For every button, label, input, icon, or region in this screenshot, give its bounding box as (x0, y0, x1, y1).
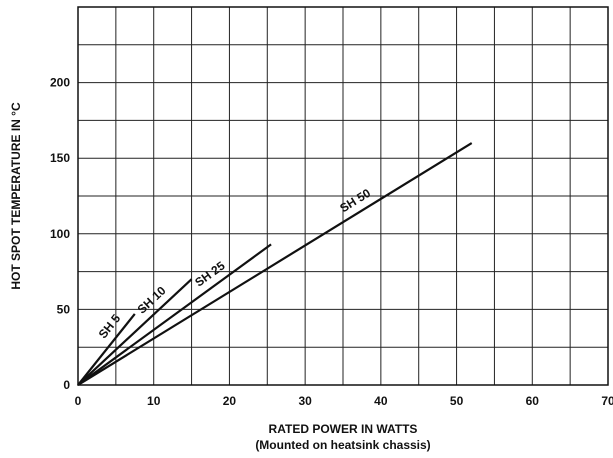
plot-frame (77, 6, 609, 386)
x-tick-label: 0 (75, 394, 82, 408)
series-line (77, 278, 193, 386)
x-axis-sublabel: (Mounted on heatsink chassis) (255, 438, 430, 452)
y-tick-label: 0 (63, 378, 70, 392)
x-tick-label: 30 (298, 394, 312, 408)
series-line (77, 313, 136, 386)
x-tick-label: 20 (223, 394, 237, 408)
series-label: SH 5 (96, 311, 124, 341)
y-tick-label: 100 (50, 227, 70, 241)
y-axis-label: HOT SPOT TEMPERATURE IN °C (9, 102, 23, 290)
x-tick-label: 60 (526, 394, 540, 408)
y-tick-label: 50 (57, 302, 71, 316)
y-tick-label: 200 (50, 76, 70, 90)
series-label: SH 10 (135, 283, 169, 316)
tick-labels: 0 10 20 30 40 50 60 70 0 50 100 150 200 (50, 76, 613, 408)
x-tick-label: 70 (601, 394, 613, 408)
x-axis-label: RATED POWER IN WATTS (269, 422, 418, 436)
series-label: SH 25 (192, 258, 227, 289)
series-line (77, 243, 272, 386)
series-line (77, 142, 473, 386)
x-tick-label: 50 (450, 394, 464, 408)
series-lines (77, 142, 473, 386)
y-tick-label: 150 (50, 151, 70, 165)
x-tick-label: 10 (147, 394, 161, 408)
grid (77, 6, 609, 386)
x-tick-label: 40 (374, 394, 388, 408)
